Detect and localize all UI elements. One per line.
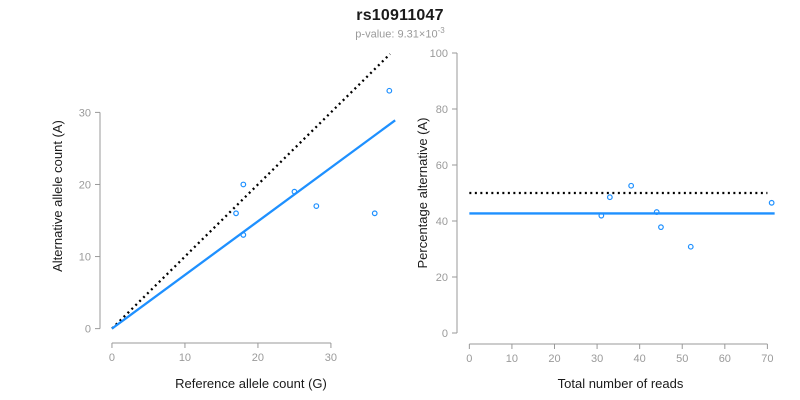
- y-tick-label: 40: [436, 216, 448, 228]
- data-point: [313, 203, 320, 209]
- y-tick-label: 0: [85, 324, 91, 336]
- x-axis-title: Reference allele count (G): [175, 376, 327, 391]
- x-tick-label: 20: [548, 353, 560, 365]
- data-point: [240, 181, 247, 188]
- figure-title: rs10911047: [356, 7, 444, 24]
- panel-left: 0 10 20 30 0 10 20 30 Reference allele count (G)…: [50, 53, 396, 391]
- panel-right: 0 10 20 30 40 50 60 70 0 20 40 60 80 100 Total number …: [415, 48, 775, 391]
- y-tick-label: 100: [430, 48, 448, 60]
- data-point: [291, 188, 298, 195]
- x-tick-label: 50: [676, 353, 688, 365]
- x-tick-label: 30: [591, 353, 603, 365]
- y-tick-label: 20: [436, 272, 448, 284]
- y-tick-label: 30: [79, 107, 91, 119]
- y-tick-label: 60: [436, 160, 448, 172]
- x-axis-title: Total number of reads: [558, 376, 684, 391]
- y-axis-title: Alternative allele count (A): [50, 120, 65, 272]
- figure-subtitle: p-value: 9.31×10-3: [0, 26, 800, 41]
- expected-50pct-identity-line: [111, 53, 391, 330]
- x-tick-label: 10: [179, 352, 191, 364]
- data-point: [768, 199, 775, 206]
- fitted-ratio-line: [111, 119, 396, 330]
- data-point: [371, 210, 378, 217]
- x-tick-label: 40: [634, 353, 646, 365]
- y-tick-label: 20: [79, 179, 91, 191]
- data-point: [628, 182, 635, 189]
- p-value-exponent: -3: [437, 26, 445, 35]
- data-point: [658, 224, 664, 231]
- x-tick-label: 0: [466, 353, 472, 365]
- y-axis-title: Percentage alternative (A): [415, 117, 430, 268]
- data-point: [687, 243, 694, 250]
- data-point: [240, 232, 247, 238]
- data-point: [386, 87, 393, 94]
- x-tick-label: 10: [506, 353, 518, 365]
- x-tick-label: 20: [252, 352, 264, 364]
- y-tick-label: 0: [442, 328, 448, 340]
- data-point: [653, 209, 660, 215]
- data-point: [606, 194, 613, 201]
- x-tick-label: 70: [761, 353, 773, 365]
- x-tick-label: 0: [109, 352, 115, 364]
- x-tick-label: 30: [325, 352, 337, 364]
- x-tick-label: 60: [719, 353, 731, 365]
- data-point: [598, 212, 605, 219]
- y-tick-label: 10: [79, 252, 91, 264]
- y-tick-label: 80: [436, 104, 448, 116]
- data-point: [233, 210, 239, 217]
- p-value-text: p-value: 9.31×10: [355, 28, 438, 41]
